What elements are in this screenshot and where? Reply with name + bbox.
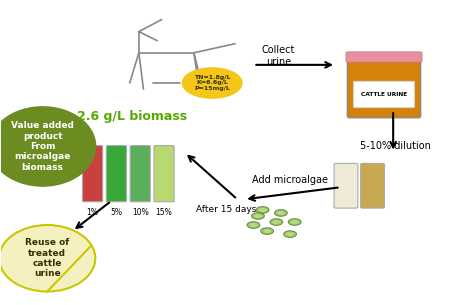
Ellipse shape: [288, 219, 301, 225]
FancyBboxPatch shape: [130, 145, 150, 202]
Text: 5%: 5%: [110, 208, 123, 217]
Ellipse shape: [254, 214, 262, 218]
Ellipse shape: [183, 68, 242, 98]
Text: Reuse of
treated
cattle
urine: Reuse of treated cattle urine: [25, 238, 69, 278]
Ellipse shape: [286, 232, 294, 236]
Ellipse shape: [252, 213, 265, 219]
FancyBboxPatch shape: [361, 163, 384, 208]
FancyBboxPatch shape: [334, 163, 358, 208]
Ellipse shape: [277, 211, 284, 215]
Ellipse shape: [250, 223, 257, 227]
Ellipse shape: [291, 220, 298, 224]
FancyBboxPatch shape: [346, 52, 422, 62]
Text: Add microalgae: Add microalgae: [252, 175, 328, 185]
Ellipse shape: [274, 210, 287, 216]
Ellipse shape: [247, 222, 260, 228]
FancyBboxPatch shape: [154, 145, 174, 202]
Ellipse shape: [264, 229, 271, 233]
FancyBboxPatch shape: [83, 145, 103, 202]
Ellipse shape: [0, 107, 95, 186]
Ellipse shape: [272, 220, 280, 224]
FancyBboxPatch shape: [353, 81, 415, 108]
FancyBboxPatch shape: [106, 145, 126, 202]
Text: Value added
product
From
microalgae
biomass: Value added product From microalgae biom…: [11, 121, 74, 172]
Ellipse shape: [256, 206, 269, 213]
Text: 2.6 g/L biomass: 2.6 g/L biomass: [77, 110, 187, 123]
Text: After 15 days: After 15 days: [196, 206, 256, 214]
Text: TN=1.8g/L
K=6.6g/L
P=15mg/L: TN=1.8g/L K=6.6g/L P=15mg/L: [194, 75, 230, 91]
Text: 5-10% dilution: 5-10% dilution: [360, 142, 431, 152]
Ellipse shape: [284, 231, 296, 237]
Ellipse shape: [270, 219, 283, 225]
Ellipse shape: [259, 208, 266, 212]
Text: 10%: 10%: [132, 208, 148, 217]
Text: Collect
urine: Collect urine: [262, 45, 296, 66]
Ellipse shape: [0, 225, 95, 292]
Text: CATTLE URINE: CATTLE URINE: [361, 92, 407, 97]
FancyBboxPatch shape: [347, 54, 420, 118]
Ellipse shape: [261, 228, 273, 235]
Text: 1%: 1%: [87, 208, 99, 217]
Text: 15%: 15%: [156, 208, 172, 217]
